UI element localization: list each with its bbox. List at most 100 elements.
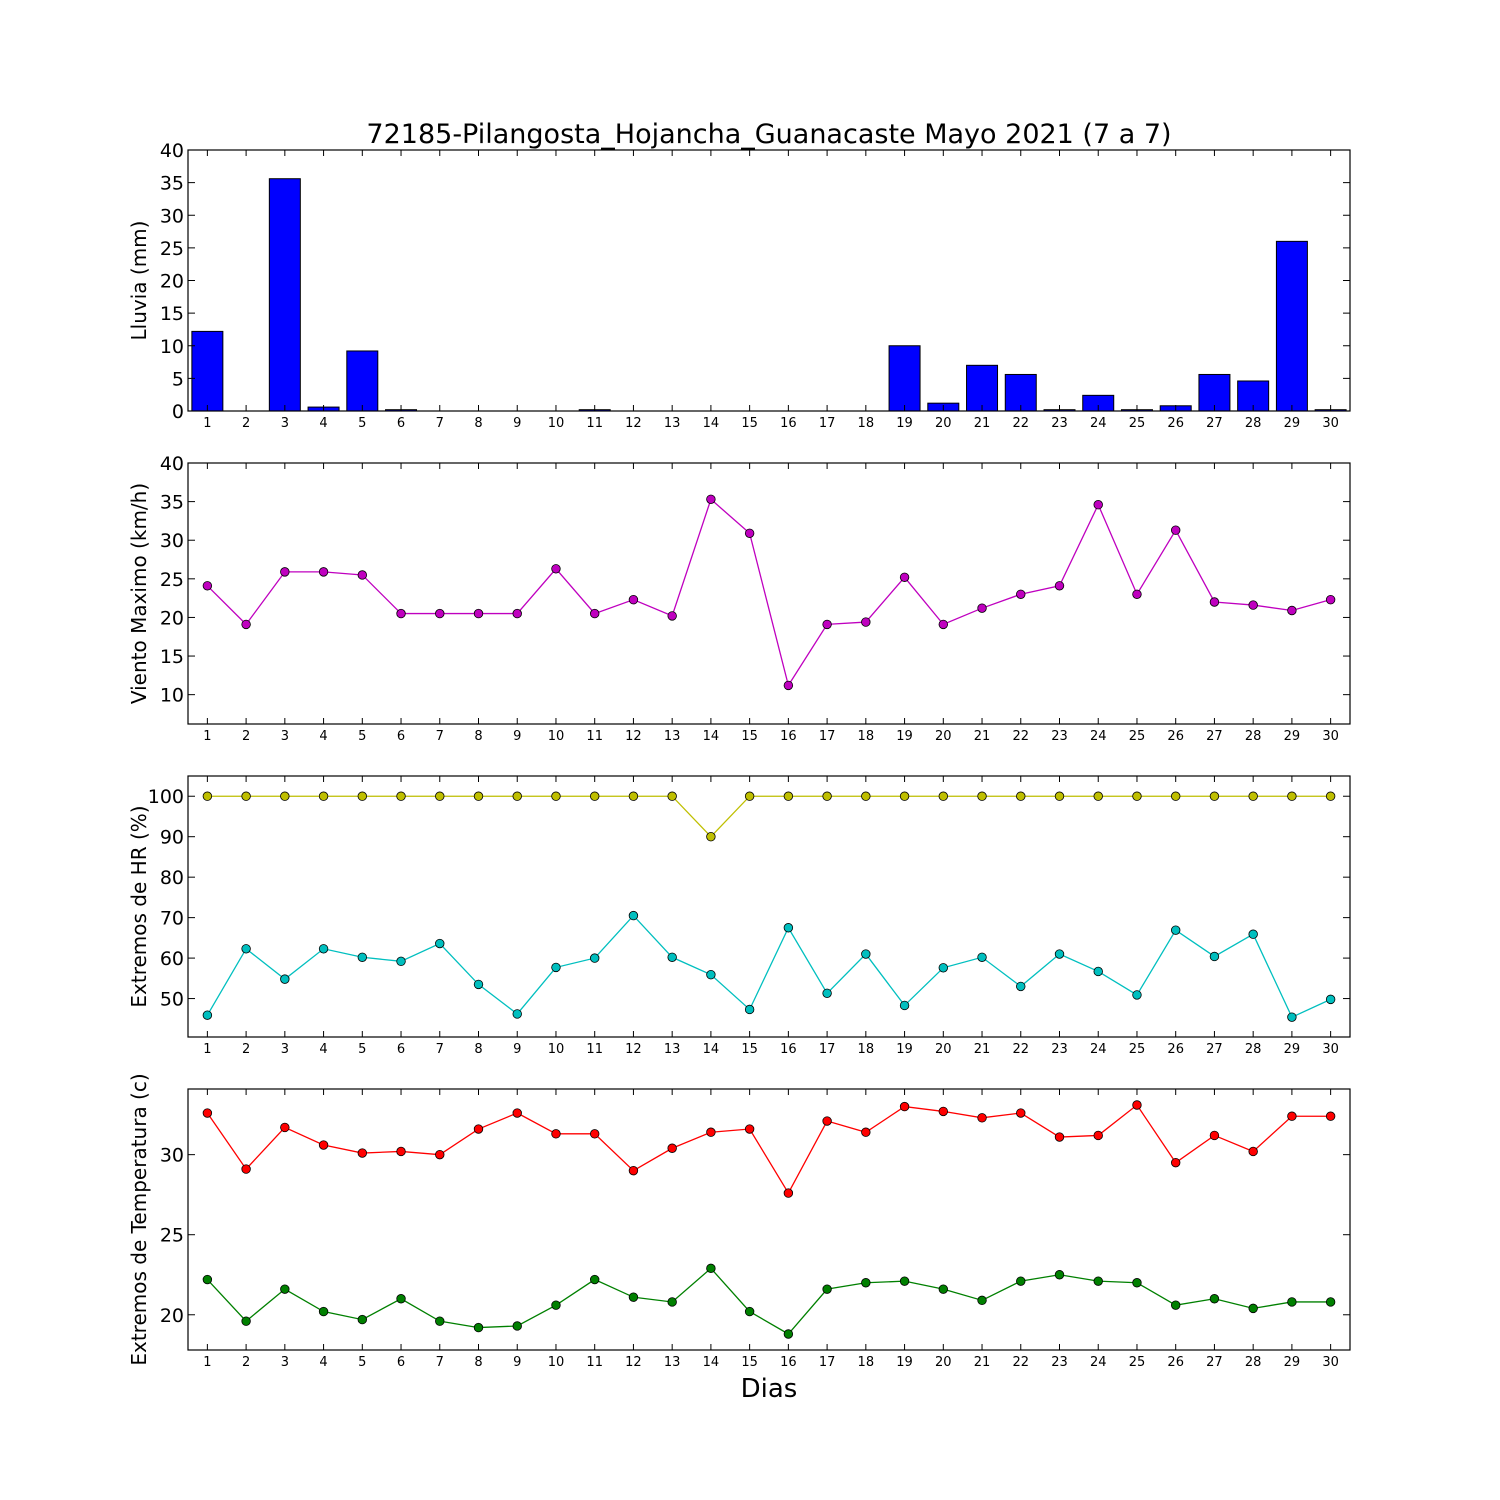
x-tick-label: 2 (242, 1355, 250, 1370)
y-tick-label: 10 (160, 336, 184, 358)
point-series-1-day-27 (1209, 597, 1220, 607)
y-tick-label: 90 (160, 827, 184, 849)
x-tick-label: 10 (548, 1355, 565, 1370)
x-tick-label: 9 (513, 1355, 521, 1370)
x-tick-label: 16 (780, 1355, 797, 1370)
point-series-1-day-28 (1248, 1146, 1258, 1157)
x-tick-label: 9 (513, 729, 521, 744)
plot-frame (187, 462, 1351, 725)
x-tick-label: 22 (1012, 1042, 1029, 1057)
point-series-1-day-20 (938, 1106, 949, 1117)
point-series-2-day-16 (783, 1329, 794, 1339)
point-series-2-day-20 (938, 963, 949, 973)
x-tick-label: 29 (1284, 729, 1301, 744)
y-tick-label: 25 (160, 1225, 184, 1247)
x-tick-label: 7 (436, 416, 444, 431)
point-series-2-day-29 (1287, 1012, 1297, 1022)
x-tick-label: 4 (319, 1042, 327, 1057)
point-series-1-day-10 (551, 1129, 561, 1139)
x-tick-label: 21 (974, 1355, 991, 1370)
x-tick-label: 26 (1167, 729, 1184, 744)
point-series-1-day-26 (1170, 791, 1181, 801)
x-tick-label: 24 (1090, 1042, 1107, 1057)
x-tick-label: 16 (780, 729, 797, 744)
point-series-1-day-21 (977, 603, 987, 613)
x-axis-label: Dias (741, 1374, 798, 1404)
point-series-2-day-7 (435, 938, 445, 949)
x-tick-label: 29 (1284, 416, 1301, 431)
x-tick-label: 27 (1206, 729, 1223, 744)
x-tick-label: 8 (474, 729, 482, 744)
y-tick-label: 40 (160, 453, 184, 475)
point-series-1-day-5 (357, 1148, 368, 1158)
x-tick-label: 15 (741, 1042, 758, 1057)
point-series-2-day-23 (1054, 1270, 1065, 1280)
panel-1: 1 2 3 4 5 6 7 8 9 10 11 12 13 14 15 16 17 18 19 20 21 22 23 24 2… (127, 140, 1351, 431)
point-series-1-day-16 (783, 1188, 794, 1198)
point-series-2-day-13 (667, 952, 677, 962)
x-tick-label: 11 (586, 729, 603, 744)
point-series-1-day-11 (590, 791, 600, 801)
point-series-1-day-12 (628, 594, 639, 605)
point-series-2-day-12 (628, 1292, 639, 1302)
point-series-1-day-11 (590, 608, 600, 619)
bar-day-19 (888, 345, 921, 412)
y-tick-label: 5 (172, 368, 184, 390)
x-tick-label: 2 (242, 729, 250, 744)
x-tick-label: 19 (896, 1355, 913, 1370)
x-tick-label: 23 (1051, 1042, 1068, 1057)
x-tick-label: 21 (974, 1042, 991, 1057)
x-tick-label: 12 (625, 1042, 642, 1057)
x-tick-label: 28 (1245, 1042, 1262, 1057)
y-tick-label: 0 (172, 401, 184, 423)
point-series-2-day-7 (435, 1316, 445, 1326)
point-series-1-day-15 (744, 528, 755, 538)
point-series-1-day-14 (706, 1127, 716, 1137)
point-series-2-day-22 (1016, 981, 1026, 992)
x-tick-label: 11 (586, 1355, 603, 1370)
point-series-1-day-15 (744, 791, 755, 801)
point-series-1-day-7 (435, 608, 445, 619)
x-tick-label: 24 (1090, 729, 1107, 744)
y-tick-label: 15 (160, 303, 184, 325)
point-series-1-day-19 (899, 572, 910, 582)
x-tick-label: 7 (436, 1042, 444, 1057)
point-series-1-day-13 (667, 611, 677, 621)
bar-day-29 (1275, 240, 1308, 412)
point-series-2-day-18 (861, 1278, 871, 1288)
x-tick-label: 13 (664, 1042, 681, 1057)
point-series-1-day-12 (628, 1165, 639, 1176)
point-series-1-day-10 (551, 564, 561, 574)
point-series-2-day-23 (1054, 949, 1065, 959)
x-tick-label: 23 (1051, 416, 1068, 431)
x-tick-label: 18 (858, 416, 875, 431)
x-tick-label: 26 (1167, 1042, 1184, 1057)
x-tick-label: 12 (625, 1355, 642, 1370)
x-tick-label: 11 (586, 416, 603, 431)
panel-2: 1 2 3 4 5 6 7 8 9 10 11 12 13 14 15 16 17 18 19 20 21 22 23 24 2… (127, 453, 1351, 744)
y-tick-label: 25 (160, 238, 184, 260)
y-axis-label: Viento Maximo (km/h) (127, 483, 151, 704)
point-series-1-day-27 (1209, 1130, 1220, 1141)
point-series-1-day-6 (396, 608, 406, 619)
point-series-2-day-27 (1209, 1294, 1220, 1304)
x-tick-label: 3 (281, 416, 289, 431)
point-series-1-day-28 (1248, 600, 1258, 610)
x-tick-label: 3 (281, 1042, 289, 1057)
x-tick-label: 3 (281, 1355, 289, 1370)
y-tick-label: 40 (160, 140, 184, 162)
y-tick-label: 30 (160, 205, 184, 227)
point-series-2-day-26 (1170, 925, 1181, 935)
y-axis-label: Extremos de Temperatura (c) (127, 1073, 151, 1365)
x-tick-label: 20 (935, 416, 952, 431)
point-series-1-day-25 (1132, 791, 1142, 801)
point-series-1-day-6 (396, 1146, 406, 1157)
point-series-1-day-26 (1170, 1157, 1181, 1168)
point-series-1-day-24 (1093, 500, 1103, 510)
y-tick-label: 10 (160, 685, 184, 707)
x-tick-label: 16 (780, 416, 797, 431)
x-tick-label: 30 (1322, 1355, 1339, 1370)
x-tick-label: 14 (703, 729, 720, 744)
point-series-1-day-29 (1287, 1111, 1297, 1121)
point-series-1-day-8 (473, 791, 484, 801)
